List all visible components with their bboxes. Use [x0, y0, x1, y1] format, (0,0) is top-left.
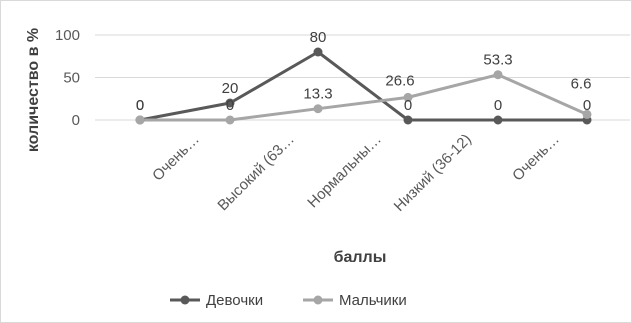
- x-tick-label: Очень…: [509, 131, 563, 185]
- data-label: 0: [136, 97, 144, 114]
- gridlines: [95, 34, 630, 121]
- legend-swatch-marker: [313, 295, 323, 305]
- series-2-point: [135, 115, 145, 125]
- legend: Девочки Мальчики: [170, 292, 407, 309]
- x-tick-label: Низкий (36-12): [391, 131, 475, 215]
- data-label: 13.3: [303, 86, 332, 103]
- legend-label: Девочки: [206, 292, 263, 309]
- series-2-point: [403, 92, 413, 102]
- x-tick-label: Очень…: [149, 131, 203, 185]
- data-label: 53.3: [483, 52, 512, 69]
- data-label: 80: [310, 29, 327, 46]
- y-tick-label: 50: [63, 70, 80, 87]
- x-tick-labels: Очень… Высокий (63… Нормальны… Низкий (36-1…: [149, 131, 563, 215]
- series-1-point: [225, 98, 235, 108]
- data-label: 0: [226, 97, 234, 114]
- x-axis-title: баллы: [334, 249, 387, 266]
- x-tick-label: Нормальны…: [304, 131, 384, 211]
- data-label: 20: [222, 80, 239, 97]
- y-tick-label: 0: [72, 112, 80, 129]
- series-2-point: [493, 70, 503, 80]
- data-label: 6.6: [571, 75, 592, 92]
- x-tick-label: Высокий (63…: [214, 131, 297, 214]
- series-lines: [139, 50, 588, 122]
- series-1-point: [493, 115, 503, 125]
- series-2-point: [225, 115, 235, 125]
- data-label: 0: [583, 97, 591, 114]
- series-line-1: [139, 50, 587, 122]
- series-2-point: [582, 109, 592, 119]
- data-label: 26.6: [385, 72, 414, 89]
- series-1-point: [403, 115, 413, 125]
- y-tick-labels: 0 50 100: [55, 27, 80, 129]
- data-label: 0: [404, 97, 412, 114]
- series-line-2: [140, 73, 588, 122]
- y-tick-label: 100: [55, 27, 80, 44]
- data-label: 0: [136, 97, 144, 114]
- legend-label: Мальчики: [339, 292, 407, 309]
- series-2-point: [313, 104, 323, 114]
- data-label: 0: [494, 97, 502, 114]
- series-1-point: [313, 47, 323, 57]
- legend-swatch-marker: [180, 295, 190, 305]
- series-markers: [135, 47, 592, 125]
- y-axis-title: количество в %: [25, 28, 42, 152]
